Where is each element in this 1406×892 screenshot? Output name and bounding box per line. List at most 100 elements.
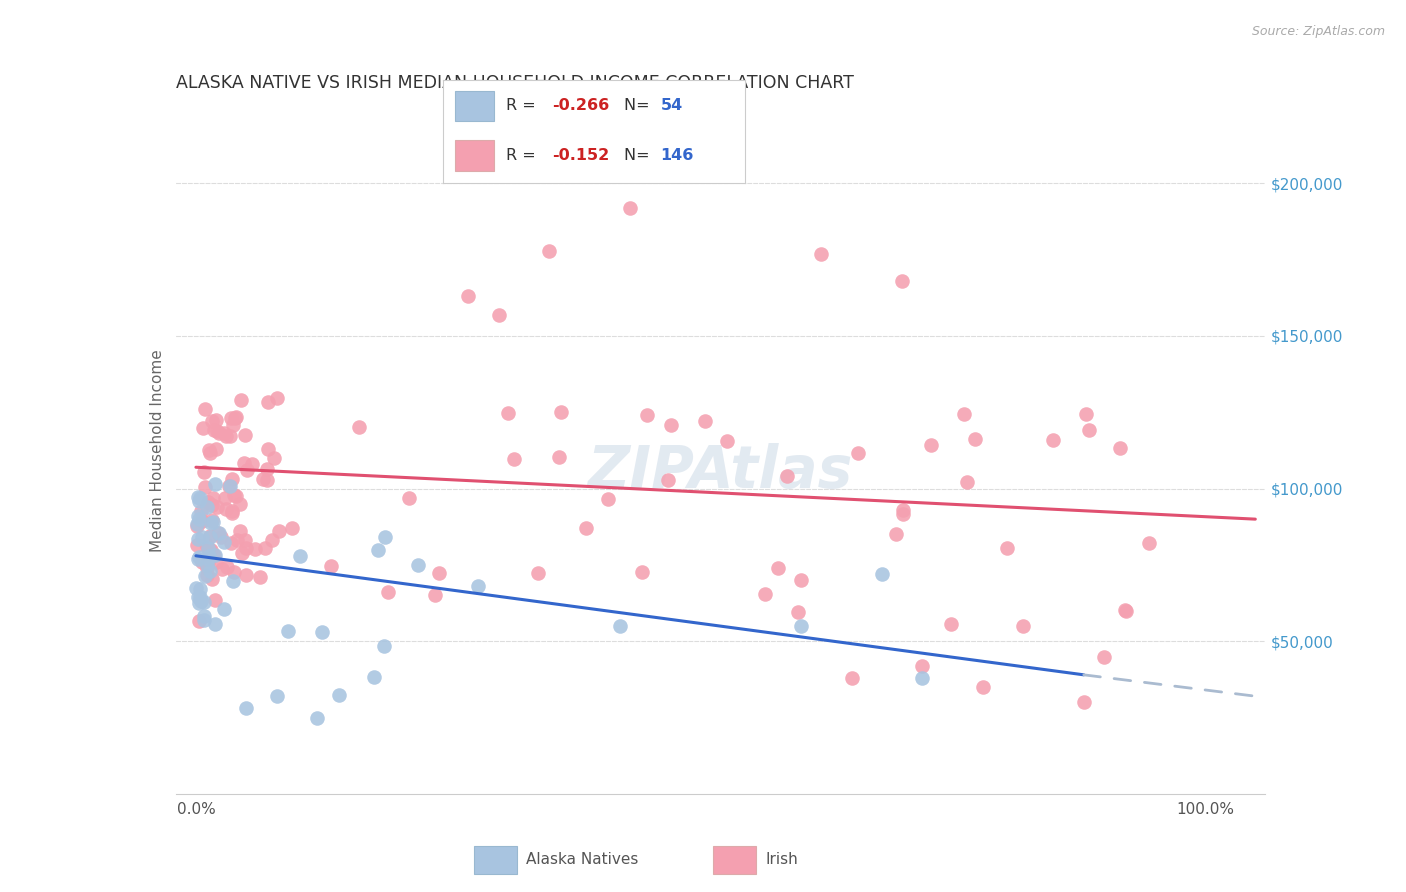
Point xyxy=(215,429,238,443)
Point xyxy=(363,669,385,683)
Point xyxy=(193,608,215,623)
Point xyxy=(197,555,219,569)
Point xyxy=(222,566,245,580)
Point xyxy=(198,442,221,457)
Point xyxy=(197,561,219,575)
Point xyxy=(373,640,395,654)
Point xyxy=(269,524,291,538)
Point xyxy=(281,521,304,535)
Point xyxy=(202,516,225,530)
Point xyxy=(201,572,224,586)
Point xyxy=(374,529,396,543)
Point xyxy=(893,507,915,521)
Point xyxy=(207,526,229,541)
Point xyxy=(693,414,716,428)
Point xyxy=(249,570,271,584)
Point xyxy=(200,529,222,543)
Point xyxy=(193,595,215,609)
Point xyxy=(786,606,808,620)
Point xyxy=(790,573,813,587)
Text: R =: R = xyxy=(506,98,541,113)
FancyBboxPatch shape xyxy=(474,847,516,873)
Point xyxy=(911,658,934,673)
Point xyxy=(659,417,682,432)
Point xyxy=(201,491,224,505)
Point xyxy=(229,524,252,538)
Point xyxy=(222,488,245,502)
Point xyxy=(841,671,863,685)
Point xyxy=(198,543,221,558)
Point xyxy=(236,463,259,477)
Point xyxy=(190,514,212,528)
Point xyxy=(202,423,225,437)
Point xyxy=(766,560,789,574)
Point xyxy=(920,438,942,452)
Point xyxy=(201,498,224,512)
Point xyxy=(263,450,285,465)
Point xyxy=(467,579,489,593)
Point xyxy=(191,556,214,570)
Point xyxy=(884,527,907,541)
Point xyxy=(202,549,225,563)
Point xyxy=(194,402,217,417)
Point xyxy=(262,533,284,548)
Point xyxy=(212,425,235,440)
Point xyxy=(231,546,253,560)
Point xyxy=(214,491,236,505)
Point xyxy=(229,497,252,511)
Point xyxy=(1073,695,1095,709)
Point xyxy=(215,560,238,574)
Point xyxy=(200,516,222,530)
Point xyxy=(191,530,214,544)
Point xyxy=(219,411,242,425)
Text: Alaska Natives: Alaska Natives xyxy=(526,853,638,867)
Point xyxy=(575,521,598,535)
Point xyxy=(425,588,447,602)
Point xyxy=(195,568,218,582)
Point xyxy=(188,582,211,596)
Point xyxy=(187,494,209,508)
Point xyxy=(188,550,211,565)
Point xyxy=(846,446,869,460)
Point xyxy=(240,457,263,471)
Point xyxy=(288,549,311,563)
Text: ZIPAtlas: ZIPAtlas xyxy=(588,442,853,500)
Point xyxy=(953,408,976,422)
Point xyxy=(457,289,479,303)
Point xyxy=(219,478,242,492)
Point xyxy=(870,567,893,582)
FancyBboxPatch shape xyxy=(456,91,495,121)
Text: 146: 146 xyxy=(661,148,695,162)
Point xyxy=(205,442,228,456)
Point xyxy=(235,568,257,582)
Point xyxy=(222,418,245,433)
Point xyxy=(190,504,212,518)
Point xyxy=(204,616,226,631)
Point xyxy=(609,619,631,633)
Point xyxy=(225,409,247,424)
Point xyxy=(1114,602,1136,616)
Point xyxy=(1092,649,1115,664)
Point xyxy=(256,462,278,476)
Point xyxy=(911,671,934,685)
Point xyxy=(198,446,221,460)
Point xyxy=(190,594,212,608)
Point xyxy=(367,542,389,557)
Point xyxy=(257,394,280,409)
Point xyxy=(224,411,246,425)
Point xyxy=(204,548,226,562)
Point xyxy=(253,541,276,555)
Point xyxy=(891,503,914,517)
Point xyxy=(204,477,226,491)
Point xyxy=(194,569,217,583)
Point xyxy=(235,541,257,556)
Point xyxy=(186,518,208,533)
Point xyxy=(502,452,524,467)
Point xyxy=(200,542,222,557)
Point xyxy=(891,274,914,288)
Point xyxy=(636,408,658,422)
Text: Source: ZipAtlas.com: Source: ZipAtlas.com xyxy=(1251,25,1385,38)
Point xyxy=(188,512,211,526)
Point xyxy=(347,420,370,434)
Point xyxy=(1108,441,1130,455)
